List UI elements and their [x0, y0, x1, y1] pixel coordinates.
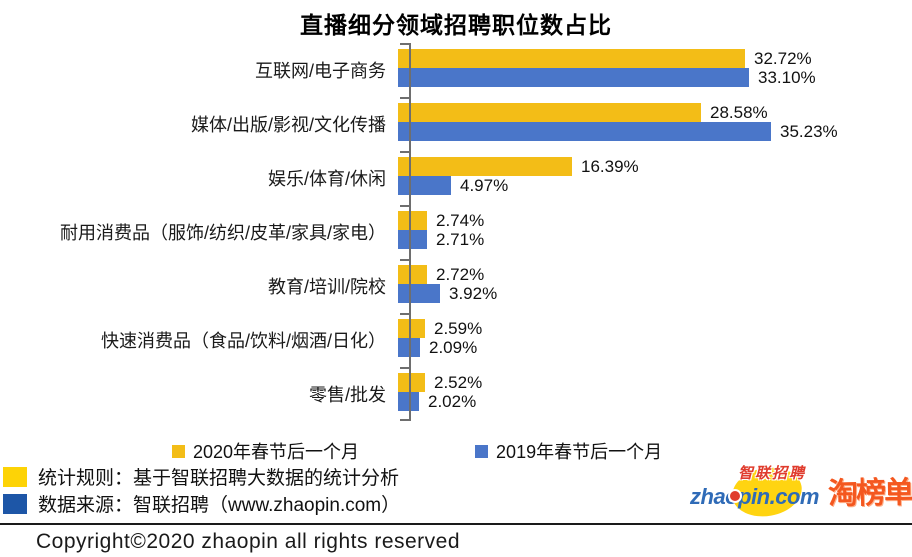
- category-row: 教育/培训/院校 2.72% 3.92%: [0, 259, 912, 313]
- bar-2019: [398, 122, 771, 141]
- footnotes: 统计规则：基于智联招聘大数据的统计分析 数据来源：智联招聘（www.zhaopi…: [3, 463, 400, 517]
- bar-value-label: 3.92%: [449, 283, 498, 303]
- legend-item-2019: 2019年春节后一个月: [475, 438, 662, 464]
- category-label: 互联网/电子商务: [254, 61, 386, 81]
- legend-item-2020: 2020年春节后一个月: [172, 438, 359, 464]
- category-label: 耐用消费品（服饰/纺织/皮革/家具/家电）: [59, 223, 386, 243]
- bar-2020: [398, 49, 745, 68]
- axis-tick: [400, 313, 409, 315]
- bar-2019: [398, 230, 427, 249]
- note-row-rules: 统计规则：基于智联招聘大数据的统计分析: [3, 463, 400, 490]
- note-text-source: 数据来源：智联招聘（www.zhaopin.com）: [38, 495, 401, 516]
- category-row: 媒体/出版/影视/文化传播 28.58% 35.23%: [0, 97, 912, 151]
- bar-value-label: 28.58%: [710, 102, 768, 122]
- category-label: 零售/批发: [308, 385, 386, 405]
- legend-label-2019: 2019年春节后一个月: [496, 442, 663, 462]
- bar-value-label: 2.09%: [429, 337, 478, 357]
- axis-tick: [400, 97, 409, 99]
- axis-tick: [400, 367, 409, 369]
- chart-rows: 互联网/电子商务 32.72% 33.10% 媒体/出版/影视/文化传播 28.58% 3…: [0, 43, 912, 421]
- bar-value-label: 2.59%: [434, 318, 483, 338]
- axis-tick: [400, 151, 409, 153]
- bar-value-label: 2.02%: [428, 391, 477, 411]
- axis-tick: [400, 259, 409, 261]
- bar-2020: [398, 265, 427, 284]
- bar-2020: [398, 373, 425, 392]
- bar-2020: [398, 103, 701, 122]
- legend-label-2020: 2020年春节后一个月: [193, 442, 360, 462]
- bar-value-label: 33.10%: [758, 67, 816, 87]
- bar-value-label: 32.72%: [754, 48, 812, 68]
- taobangdan-logo: 淘榜单: [827, 476, 912, 511]
- bar-value-label: 2.52%: [434, 372, 483, 392]
- zhaopin-logo-cn-text: 智联招聘: [738, 465, 807, 482]
- bar-value-label: 35.23%: [780, 121, 838, 141]
- axis-tick: [400, 419, 409, 421]
- bar-2019: [398, 176, 451, 195]
- category-label: 教育/培训/院校: [267, 277, 386, 297]
- bar-2020: [398, 157, 572, 176]
- note-swatch-blue: [3, 493, 27, 514]
- page-title: 直播细分领域招聘职位数占比: [300, 12, 612, 38]
- bar-chart: 互联网/电子商务 32.72% 33.10% 媒体/出版/影视/文化传播 28.58% 3…: [0, 43, 912, 421]
- zhaopin-logo-dot-icon: [728, 489, 742, 503]
- note-text-rules: 统计规则：基于智联招聘大数据的统计分析: [38, 468, 400, 489]
- bar-value-label: 16.39%: [581, 156, 639, 176]
- bar-value-label: 2.72%: [436, 264, 485, 284]
- axis-tick: [400, 43, 409, 45]
- category-row: 零售/批发 2.52% 2.02%: [0, 367, 912, 421]
- separator-line: [0, 523, 912, 525]
- category-label: 媒体/出版/影视/文化传播: [190, 115, 386, 135]
- bar-value-label: 2.71%: [436, 229, 485, 249]
- category-row: 快速消费品（食品/饮料/烟酒/日化） 2.59% 2.09%: [0, 313, 912, 367]
- bar-2020: [398, 319, 425, 338]
- zhaopin-logo: 智联招聘 zhaopin.com: [690, 456, 824, 522]
- bar-2019: [398, 284, 440, 303]
- bar-2019: [398, 68, 749, 87]
- bar-value-label: 4.97%: [460, 175, 509, 195]
- zhaopin-logo-en-text: zhaopin.com: [690, 484, 819, 509]
- axis-line: [409, 43, 411, 421]
- legend-swatch-2020: [172, 444, 185, 458]
- bar-2019: [398, 392, 419, 411]
- chart-legend: 2020年春节后一个月 2019年春节后一个月: [0, 438, 912, 464]
- bar-2020: [398, 211, 427, 230]
- category-row: 耐用消费品（服饰/纺织/皮革/家具/家电） 2.74% 2.71%: [0, 205, 912, 259]
- legend-swatch-2019: [475, 444, 489, 458]
- copyright-text: Copyright©2020 zhaopin all rights reserv…: [36, 530, 461, 553]
- note-row-source: 数据来源：智联招聘（www.zhaopin.com）: [3, 490, 400, 517]
- note-swatch-yellow: [3, 466, 27, 487]
- category-row: 娱乐/体育/休闲 16.39% 4.97%: [0, 151, 912, 205]
- category-label: 快速消费品（食品/饮料/烟酒/日化）: [100, 331, 386, 351]
- axis-tick: [400, 205, 409, 207]
- category-label: 娱乐/体育/休闲: [267, 169, 386, 189]
- category-row: 互联网/电子商务 32.72% 33.10%: [0, 43, 912, 97]
- bar-value-label: 2.74%: [436, 210, 485, 230]
